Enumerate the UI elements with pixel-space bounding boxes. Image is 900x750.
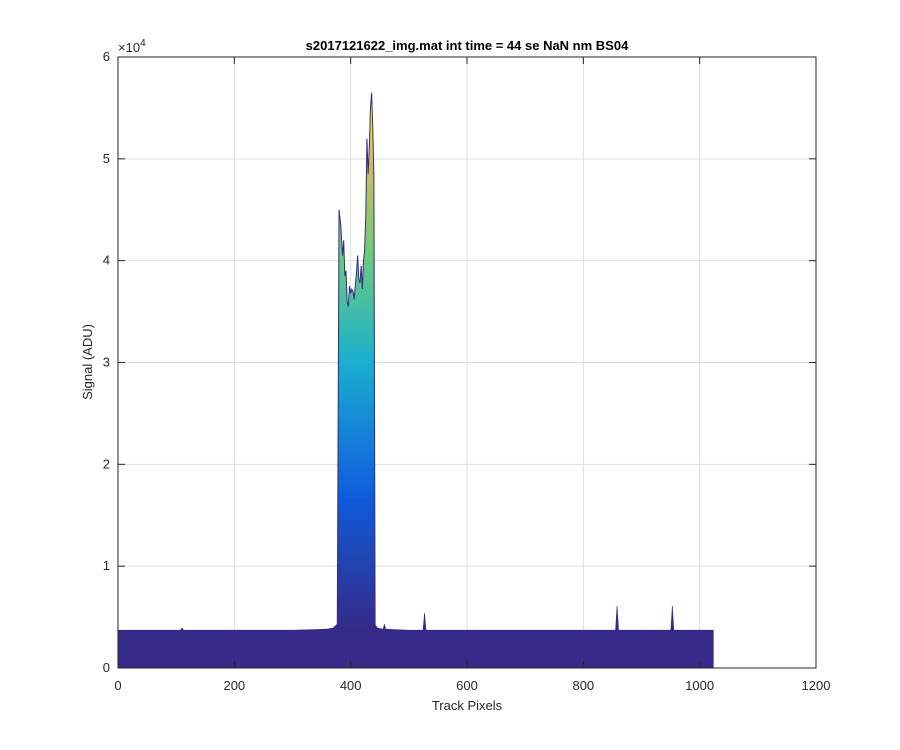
data-layer (118, 92, 714, 668)
x-tick-label: 1200 (802, 678, 831, 693)
y-tick-label: 1 (103, 558, 110, 573)
y-axis-exponent-power: 4 (140, 38, 146, 49)
x-tick-label: 600 (456, 678, 478, 693)
signal-spike (670, 605, 675, 631)
y-tick-label: 3 (103, 355, 110, 370)
signal-spike (179, 627, 185, 631)
y-tick-label: 2 (103, 456, 110, 471)
y-tick-label: 5 (103, 151, 110, 166)
x-axis-label: Track Pixels (432, 698, 503, 713)
y-tick-label: 6 (103, 49, 110, 64)
x-tick-label: 1000 (685, 678, 714, 693)
y-tick-label: 0 (103, 660, 110, 675)
signal-line (118, 92, 714, 631)
y-axis-label: Signal (ADU) (80, 324, 95, 400)
y-axis-exponent-base: ×10 (118, 40, 140, 55)
chart-title: s2017121622_img.mat int time = 44 se NaN… (306, 38, 629, 53)
x-tick-label: 800 (572, 678, 594, 693)
ticks: 0 200 400 600 800 1000 1200 0 1 2 3 4 5 6 (103, 49, 831, 693)
signal-spike (382, 624, 387, 631)
x-tick-label: 200 (223, 678, 245, 693)
x-tick-label: 0 (114, 678, 121, 693)
x-tick-label: 400 (340, 678, 362, 693)
y-axis-exponent: ×104 (118, 38, 146, 55)
signal-spike (615, 605, 619, 631)
signal-spike (422, 612, 427, 631)
y-tick-label: 4 (103, 253, 110, 268)
